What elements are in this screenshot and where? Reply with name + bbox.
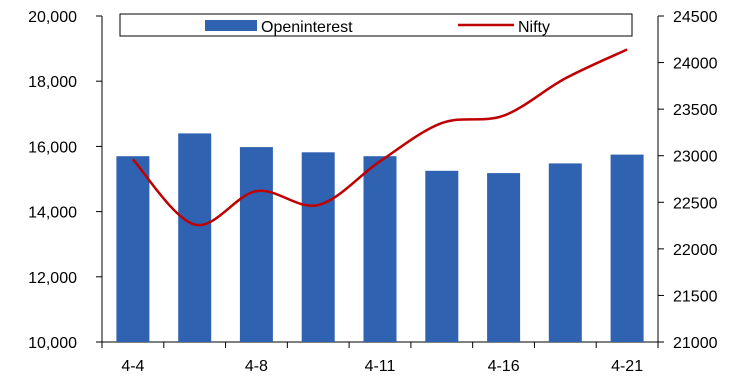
right-tick-label: 23000 bbox=[673, 149, 718, 166]
right-tick-label: 22000 bbox=[673, 242, 718, 259]
bar-openinterest-4-5 bbox=[178, 133, 212, 342]
bars-openinterest bbox=[116, 133, 644, 342]
line-nifty bbox=[131, 48, 628, 227]
left-tick-label: 12,000 bbox=[28, 270, 77, 287]
bar-openinterest-4-11 bbox=[363, 156, 397, 342]
x-tick-label: 4-21 bbox=[611, 358, 643, 375]
legend-box bbox=[119, 13, 633, 37]
bar-openinterest-4-9 bbox=[301, 152, 335, 342]
right-tick-label: 21000 bbox=[673, 335, 718, 352]
right-tick-label: 24500 bbox=[673, 9, 718, 26]
left-axis: 10,000 12,000 14,000 16,000 18,000 20,000 bbox=[28, 9, 103, 352]
left-tick-label: 20,000 bbox=[28, 9, 77, 26]
bar-openinterest-4-17 bbox=[548, 163, 582, 342]
right-tick-label: 23500 bbox=[673, 102, 718, 119]
legend-label-openinterest: Openinterest bbox=[261, 19, 353, 36]
left-tick-label: 18,000 bbox=[28, 74, 77, 91]
x-axis: 4-4 4-8 4-11 4-16 4-21 bbox=[101, 341, 659, 375]
legend-label-nifty: Nifty bbox=[518, 19, 550, 36]
bar-openinterest-4-21 bbox=[610, 154, 644, 342]
bar-openinterest-4-16 bbox=[487, 173, 521, 342]
x-tick-label: 4-11 bbox=[365, 358, 396, 375]
right-tick-label: 24000 bbox=[673, 56, 718, 73]
left-tick-label: 10,000 bbox=[28, 335, 77, 352]
x-tick-label: 4-16 bbox=[488, 358, 520, 375]
right-axis: 21000 21500 22000 22500 23000 23500 24000 24500 bbox=[657, 9, 718, 352]
right-tick-label: 22500 bbox=[673, 195, 718, 212]
x-tick-label: 4-8 bbox=[245, 358, 268, 375]
left-tick-label: 16,000 bbox=[28, 139, 77, 156]
bar-openinterest-4-4 bbox=[116, 156, 150, 342]
x-tick-label: 4-4 bbox=[121, 358, 144, 375]
left-tick-label: 14,000 bbox=[28, 205, 77, 222]
right-tick-label: 21500 bbox=[673, 288, 718, 305]
legend: Openinterest Nifty bbox=[119, 13, 633, 37]
bar-openinterest-4-8 bbox=[239, 147, 273, 342]
bar-openinterest-4-12 bbox=[425, 170, 459, 342]
legend-swatch-openinterest bbox=[205, 20, 257, 31]
